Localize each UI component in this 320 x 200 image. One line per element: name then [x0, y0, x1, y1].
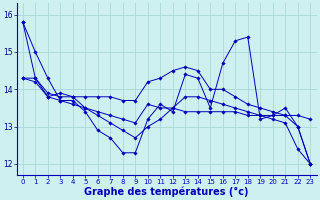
X-axis label: Graphe des températures (°c): Graphe des températures (°c): [84, 186, 249, 197]
